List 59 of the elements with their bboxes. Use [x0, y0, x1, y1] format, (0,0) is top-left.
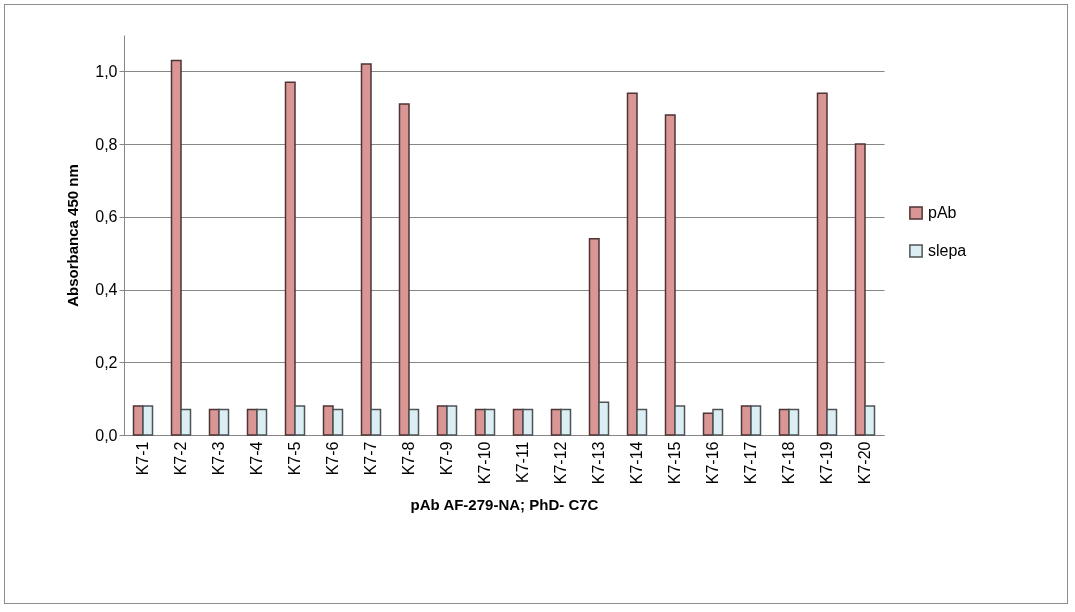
bar [522, 408, 534, 436]
bar [408, 408, 420, 436]
x-tick-label: K7-12 [552, 441, 569, 485]
bar [560, 408, 572, 436]
bar [142, 405, 154, 436]
y-axis-title: Absorbanca 450 nm [64, 164, 82, 307]
bar [180, 408, 192, 436]
x-tick-label: K7-1 [134, 441, 151, 476]
bar [864, 405, 876, 436]
x-tick-label: K7-8 [400, 441, 417, 476]
x-tick-label: K7-14 [628, 441, 645, 485]
bar [360, 63, 372, 436]
x-tick-label: K7-7 [362, 441, 379, 476]
bar [398, 103, 410, 436]
x-tick-label: K7-13 [590, 441, 607, 485]
bar [816, 92, 828, 436]
y-tick-label: 0,2 [95, 353, 118, 371]
x-tick-label: K7-5 [286, 441, 303, 476]
bar [712, 408, 724, 436]
x-tick-label: K7-15 [666, 441, 683, 485]
legend-label: slepa [928, 242, 967, 259]
x-tick-label: K7-16 [704, 441, 721, 485]
y-tick-label: 0,6 [95, 208, 118, 226]
bar [370, 408, 382, 436]
bar [446, 405, 458, 436]
bar [664, 114, 676, 436]
bar [284, 81, 296, 436]
x-tick-label: K7-4 [248, 441, 265, 476]
bar [826, 408, 838, 436]
bar [218, 408, 230, 436]
y-tick-label: 0,8 [95, 135, 118, 153]
bar [170, 59, 182, 436]
x-tick-label: K7-6 [324, 441, 341, 476]
x-tick-label: K7-11 [514, 441, 531, 484]
bar [598, 401, 610, 436]
bar [854, 143, 866, 436]
bar [750, 405, 762, 436]
x-tick-label: K7-17 [742, 441, 759, 485]
x-tick-label: K7-20 [856, 441, 873, 485]
bar [788, 408, 800, 436]
bar [484, 408, 496, 436]
x-tick-label: K7-3 [210, 441, 227, 476]
bar [626, 92, 638, 436]
y-tick-label: 1,0 [95, 62, 118, 80]
x-tick-label: K7-9 [438, 441, 455, 476]
bar [294, 405, 306, 436]
x-tick-label: K7-2 [172, 441, 189, 476]
x-tick-label: K7-18 [780, 441, 797, 485]
bar [256, 408, 268, 436]
legend-label: pAb [928, 204, 957, 221]
y-tick-label: 0,0 [95, 426, 118, 444]
bar [636, 408, 648, 436]
bar [588, 237, 600, 436]
y-tick-label: 0,4 [95, 281, 118, 299]
bar [674, 405, 686, 436]
x-tick-label: K7-10 [476, 441, 493, 485]
x-axis-title: pAb AF-279-NA; PhD- C7C [410, 496, 599, 514]
x-tick-label: K7-19 [818, 441, 835, 485]
bar [332, 408, 344, 436]
